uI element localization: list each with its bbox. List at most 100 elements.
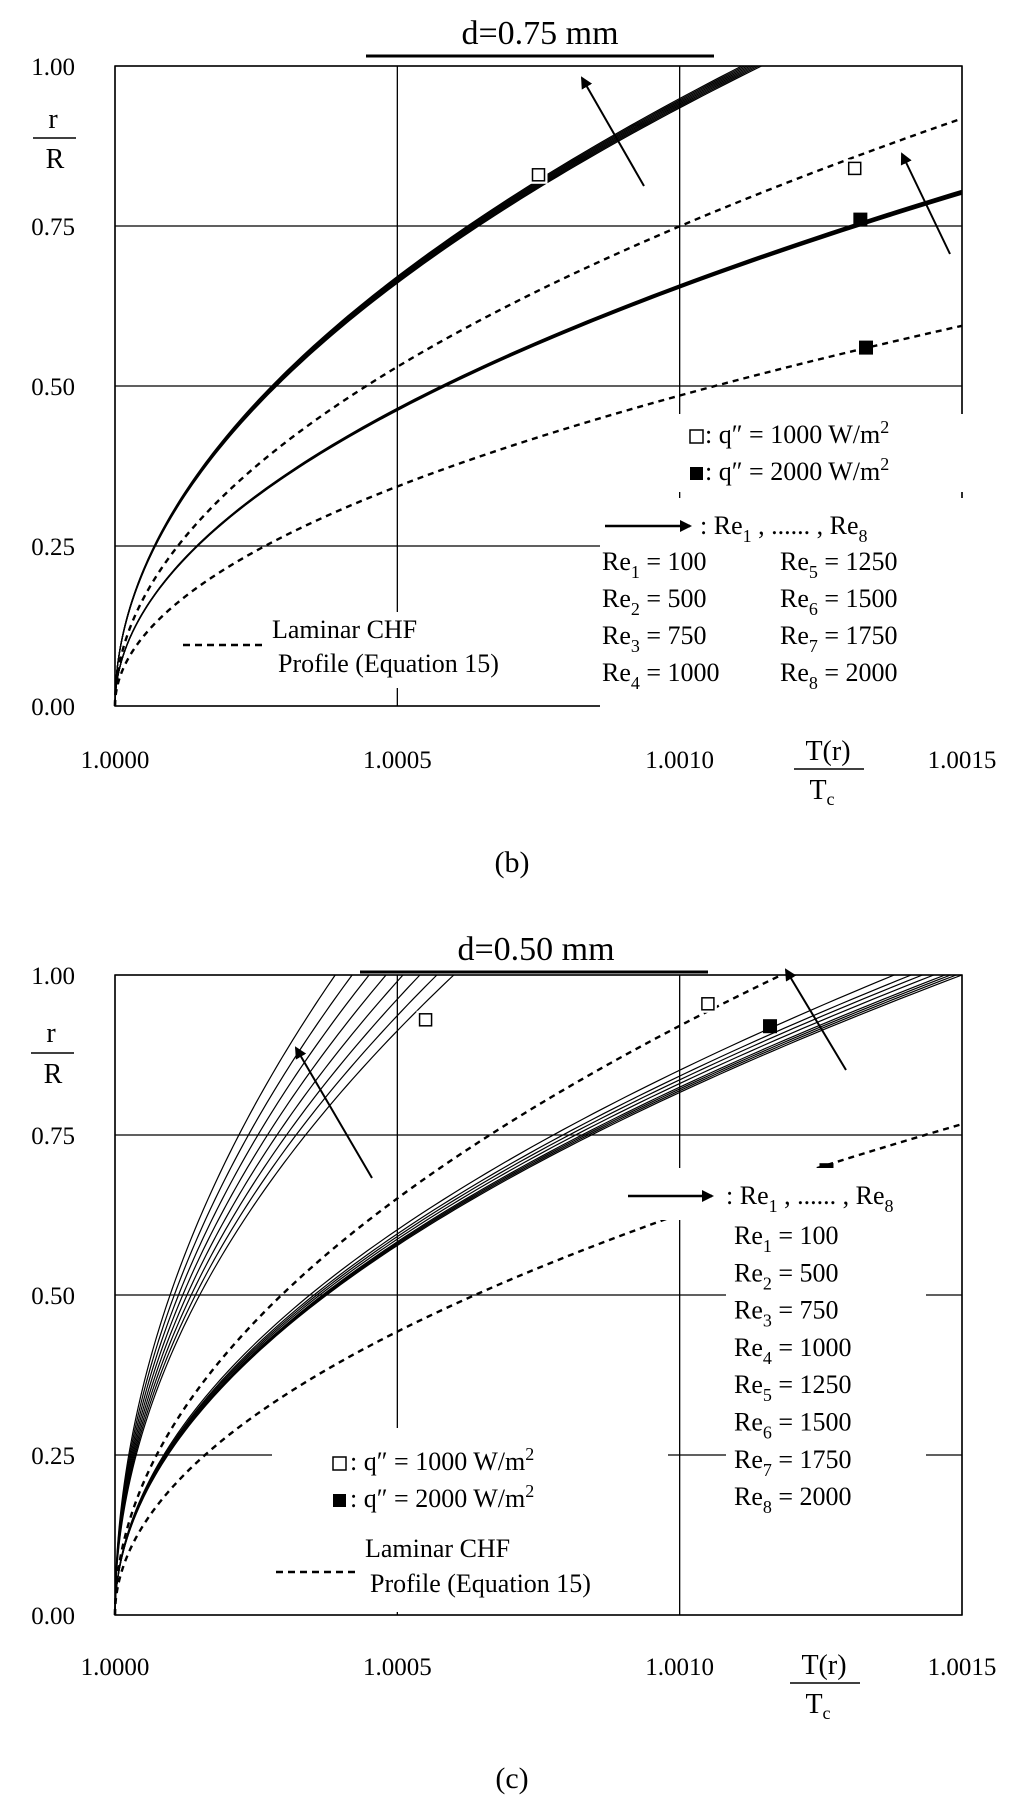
y-label-num-b: r [48,104,58,135]
series-c [113,973,963,1615]
legend-open-square-icon-b [689,429,704,444]
laminar-chf-dashed-line [113,973,782,1615]
y-tick-label: 0.25 [31,1443,75,1470]
open-square-marker [847,161,862,176]
y-label-den-b: R [46,144,65,175]
caption-c: (c) [495,1762,528,1795]
x-tick-label: 1.0015 [928,1654,997,1681]
x-axis-label-c: T(r) Tc [790,1650,860,1723]
legend-arrow-text-c: : Re1 , ...... , Re8 [726,1181,894,1216]
legend-q2000-b: : q″ = 2000 W/m2 [705,454,889,486]
re-list-item: Re2 = 500 [602,584,707,619]
re-list-item: Re1 = 100 [734,1221,839,1256]
legend-bg-b2 [600,498,968,708]
filled-square-marker [763,1019,778,1034]
x-tick-label: 1.0005 [363,1654,432,1681]
arrow-re-increase-b1 [581,76,645,187]
y-label-den-c: R [44,1059,63,1090]
x-axis-label-b: T(r) Tc [794,736,864,809]
legend-q1000-b: : q″ = 1000 W/m2 [705,417,889,449]
re-list-item: Re6 = 1500 [734,1408,852,1443]
legend-bg-b1 [670,414,968,492]
legend-b: : q″ = 1000 W/m2 : q″ = 2000 W/m2 : Re1 … [183,417,898,693]
y-tick-label: 0.50 [31,374,75,401]
legend-q2000-c: : q″ = 2000 W/m2 [350,1481,534,1513]
y-tick-label: 0.75 [31,1123,75,1150]
ticks-c: 0.00 0.25 0.50 0.75 1.00 1.0000 1.0005 1.0010 1.… [31,963,996,1681]
markers-b [529,159,874,355]
series-line-re8 [114,974,963,1615]
chart-title-b: d=0.75 mm [461,15,618,52]
x-tick-label: 1.0010 [645,1654,714,1681]
y-tick-label: 1.00 [31,963,75,990]
y-tick-label: 0.50 [31,1283,75,1310]
re-list-item: Re4 = 1000 [734,1333,852,1368]
arrow-re-increase-b2 [900,152,951,255]
y-axis-label-b: r R [33,104,76,175]
x-label-num-b: T(r) [805,736,850,767]
x-tick-label: 1.0015 [928,747,997,774]
chart-panel-b: 0.00 0.25 0.50 0.75 1.00 1.0000 1.0005 1.0010 1.… [31,15,996,879]
legend-arrow-text-b: : Re1 , ...... , Re8 [700,511,868,546]
plot-frame-c [114,974,963,1616]
y-tick-label: 0.00 [31,694,75,721]
legend-laminar-line1-b: Laminar CHF [272,615,417,644]
legend-q1000-c: : q″ = 1000 W/m2 [350,1444,534,1476]
y-tick-label: 1.00 [31,54,75,81]
y-axis-label-c: r R [31,1018,74,1090]
plot-frame-b [114,65,963,707]
y-label-num-c: r [46,1018,56,1049]
open-square-marker [418,1013,433,1027]
filled-square-marker [859,340,874,355]
re-list-item: Re6 = 1500 [780,584,898,619]
legend-laminar-line2-b: Profile (Equation 15) [278,649,499,678]
re-list-item: Re4 = 1000 [602,658,720,693]
legend-laminar-line1-c: Laminar CHF [365,1534,510,1563]
re-list-item: Re8 = 2000 [734,1482,852,1517]
caption-b: (b) [495,846,530,879]
legend-filled-square-icon-b [690,467,703,480]
open-square-marker [701,997,715,1011]
x-label-den-b: Tc [809,775,834,809]
legend-c: : q″ = 1000 W/m2 : q″ = 2000 W/m2 Lamina… [276,1181,894,1598]
legend-open-square-icon-c [332,1456,347,1471]
legend-bg-b3 [180,612,580,688]
re-list-item: Re7 = 1750 [780,621,898,656]
laminar-chf-dashed-line [113,324,963,706]
ticks-b: 0.00 0.25 0.50 0.75 1.00 1.0000 1.0005 1.0010 1.… [31,54,996,774]
series-line-re8 [114,974,455,1615]
x-label-num-c: T(r) [801,1650,846,1681]
re-list-item: Re7 = 1750 [734,1445,852,1480]
y-tick-label: 0.25 [31,534,75,561]
re-list-item: Re8 = 2000 [780,658,898,693]
y-tick-label: 0.00 [31,1603,75,1630]
re-list-item: Re1 = 100 [602,547,707,582]
series-line-re8 [114,65,762,706]
legend-bg-c2 [622,1168,960,1220]
x-tick-label: 1.0010 [645,747,714,774]
x-tick-label: 1.0000 [81,1654,150,1681]
x-label-den-c: Tc [805,1689,830,1723]
arrow-re-increase-c2 [784,968,847,1071]
re-list-item: Re5 = 1250 [734,1370,852,1405]
chart-panel-c: 0.00 0.25 0.50 0.75 1.00 1.0000 1.0005 1.0010 1.… [31,931,996,1795]
re-list-item: Re2 = 500 [734,1258,839,1293]
legend-filled-square-icon-c [333,1494,346,1507]
chart-title-c: d=0.50 mm [457,931,614,968]
legend-bg-c3 [726,1220,926,1610]
open-square-marker [531,168,546,182]
re-list-item: Re3 = 750 [602,621,707,656]
laminar-chf-dashed-line [113,117,963,706]
series-b [113,65,963,706]
legend-laminar-line2-c: Profile (Equation 15) [370,1569,591,1598]
y-tick-label: 0.75 [31,214,75,241]
laminar-chf-dashed-line [113,1122,963,1615]
x-tick-label: 1.0000 [81,747,150,774]
x-tick-label: 1.0005 [363,747,432,774]
arrow-re-increase-c1 [294,1046,373,1179]
re-list-item: Re3 = 750 [734,1296,839,1331]
filled-square-marker [853,212,868,227]
